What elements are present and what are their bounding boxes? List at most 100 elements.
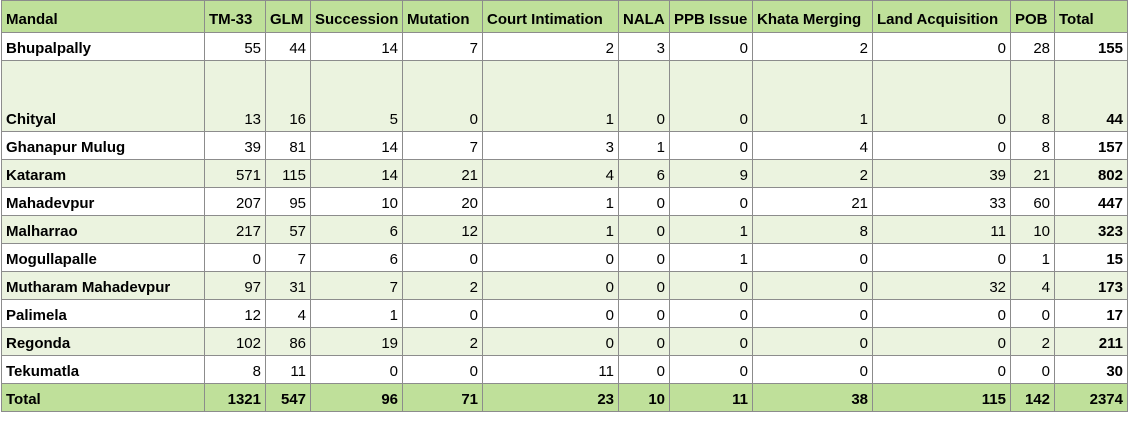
table-cell: 6 [310, 243, 403, 272]
table-cell: 1 [669, 243, 753, 272]
row-total-cell: 155 [1054, 32, 1128, 61]
row-total-cell: 15 [1054, 243, 1128, 272]
column-header-khata-merging: Khata Merging [752, 0, 873, 33]
table-cell: 12 [204, 299, 266, 328]
row-total-cell: 447 [1054, 187, 1128, 216]
table-cell: 0 [618, 187, 670, 216]
total-cell: 96 [310, 383, 403, 412]
column-header-succession: Succession [310, 0, 403, 33]
mandal-name-cell: Mogullapalle [1, 243, 205, 272]
table-cell: 0 [872, 131, 1011, 160]
row-total-cell: 17 [1054, 299, 1128, 328]
table-cell: 0 [618, 271, 670, 300]
column-header-court-intimation: Court Intimation [482, 0, 619, 33]
header-row: Mandal TM-33 GLM Succession Mutation Cou… [1, 0, 1128, 33]
table-cell: 2 [402, 271, 483, 300]
table-cell: 0 [618, 299, 670, 328]
table-cell: 39 [872, 159, 1011, 188]
table-cell: 0 [669, 355, 753, 384]
total-label-cell: Total [1, 383, 205, 412]
table-cell: 33 [872, 187, 1011, 216]
table-cell: 8 [204, 355, 266, 384]
total-cell: 1321 [204, 383, 266, 412]
table-cell: 2 [752, 32, 873, 61]
table-row: Mutharam Mahadevpur 97 31 7 2 0 0 0 0 32… [1, 271, 1128, 300]
table-cell: 1 [482, 215, 619, 244]
table-cell: 28 [1010, 32, 1055, 61]
row-total-cell: 211 [1054, 327, 1128, 356]
table-cell: 0 [618, 355, 670, 384]
table-cell: 14 [310, 159, 403, 188]
table-cell: 0 [669, 32, 753, 61]
table-cell: 21 [1010, 159, 1055, 188]
table-cell: 4 [265, 299, 311, 328]
column-header-land-acquisition: Land Acquisition [872, 0, 1011, 33]
table-cell: 0 [618, 327, 670, 356]
table-cell: 0 [669, 131, 753, 160]
table-cell: 0 [669, 187, 753, 216]
table-cell: 21 [752, 187, 873, 216]
table-row: Malharrao 217 57 6 12 1 0 1 8 11 10 323 [1, 215, 1128, 244]
total-cell: 142 [1010, 383, 1055, 412]
mandal-name-cell: Mutharam Mahadevpur [1, 271, 205, 300]
total-cell: 23 [482, 383, 619, 412]
mandal-name-cell: Palimela [1, 299, 205, 328]
table-cell: 60 [1010, 187, 1055, 216]
table-cell: 4 [1010, 271, 1055, 300]
table-cell: 39 [204, 131, 266, 160]
table-cell: 0 [618, 60, 670, 132]
column-header-pob: POB [1010, 0, 1055, 33]
table-cell: 13 [204, 60, 266, 132]
table-cell: 20 [402, 187, 483, 216]
table-cell: 7 [402, 131, 483, 160]
row-total-cell: 323 [1054, 215, 1128, 244]
table-cell: 0 [618, 215, 670, 244]
table-cell: 0 [752, 243, 873, 272]
table-cell: 0 [204, 243, 266, 272]
table-row: Mahadevpur 207 95 10 20 1 0 0 21 33 60 4… [1, 187, 1128, 216]
table-cell: 7 [265, 243, 311, 272]
total-cell: 547 [265, 383, 311, 412]
table-cell: 8 [1010, 131, 1055, 160]
table-cell: 217 [204, 215, 266, 244]
table-cell: 0 [669, 60, 753, 132]
table-cell: 3 [618, 32, 670, 61]
table-cell: 0 [752, 355, 873, 384]
mandal-name-cell: Kataram [1, 159, 205, 188]
table-cell: 8 [1010, 60, 1055, 132]
table-cell: 2 [752, 159, 873, 188]
row-total-cell: 157 [1054, 131, 1128, 160]
table-cell: 11 [265, 355, 311, 384]
mandal-name-cell: Bhupalpally [1, 32, 205, 61]
table-cell: 14 [310, 131, 403, 160]
table-cell: 0 [872, 32, 1011, 61]
table-cell: 10 [1010, 215, 1055, 244]
table-cell: 0 [669, 271, 753, 300]
table-row: Regonda 102 86 19 2 0 0 0 0 0 2 211 [1, 327, 1128, 356]
table-row: Bhupalpally 55 44 14 7 2 3 0 2 0 28 155 [1, 32, 1128, 61]
total-cell: 10 [618, 383, 670, 412]
table-cell: 0 [482, 299, 619, 328]
grand-total-cell: 2374 [1054, 383, 1128, 412]
table-cell: 1 [1010, 243, 1055, 272]
table-cell: 0 [669, 327, 753, 356]
table-cell: 0 [482, 271, 619, 300]
mandal-name-cell: Chityal [1, 60, 205, 132]
table-cell: 19 [310, 327, 403, 356]
table-cell: 81 [265, 131, 311, 160]
table-cell: 0 [872, 299, 1011, 328]
mandal-name-cell: Malharrao [1, 215, 205, 244]
mandal-summary-table: Mandal TM-33 GLM Succession Mutation Cou… [1, 0, 1128, 412]
table-row: Palimela 12 4 1 0 0 0 0 0 0 0 17 [1, 299, 1128, 328]
table-cell: 11 [872, 215, 1011, 244]
table-row: Mogullapalle 0 7 6 0 0 0 1 0 0 1 15 [1, 243, 1128, 272]
table-cell: 4 [752, 131, 873, 160]
table-cell: 2 [482, 32, 619, 61]
total-row: Total 1321 547 96 71 23 10 11 38 115 142… [1, 383, 1128, 412]
column-header-mutation: Mutation [402, 0, 483, 33]
table-cell: 95 [265, 187, 311, 216]
table-cell: 1 [482, 187, 619, 216]
table-cell: 7 [402, 32, 483, 61]
table-cell: 0 [402, 355, 483, 384]
table-cell: 207 [204, 187, 266, 216]
